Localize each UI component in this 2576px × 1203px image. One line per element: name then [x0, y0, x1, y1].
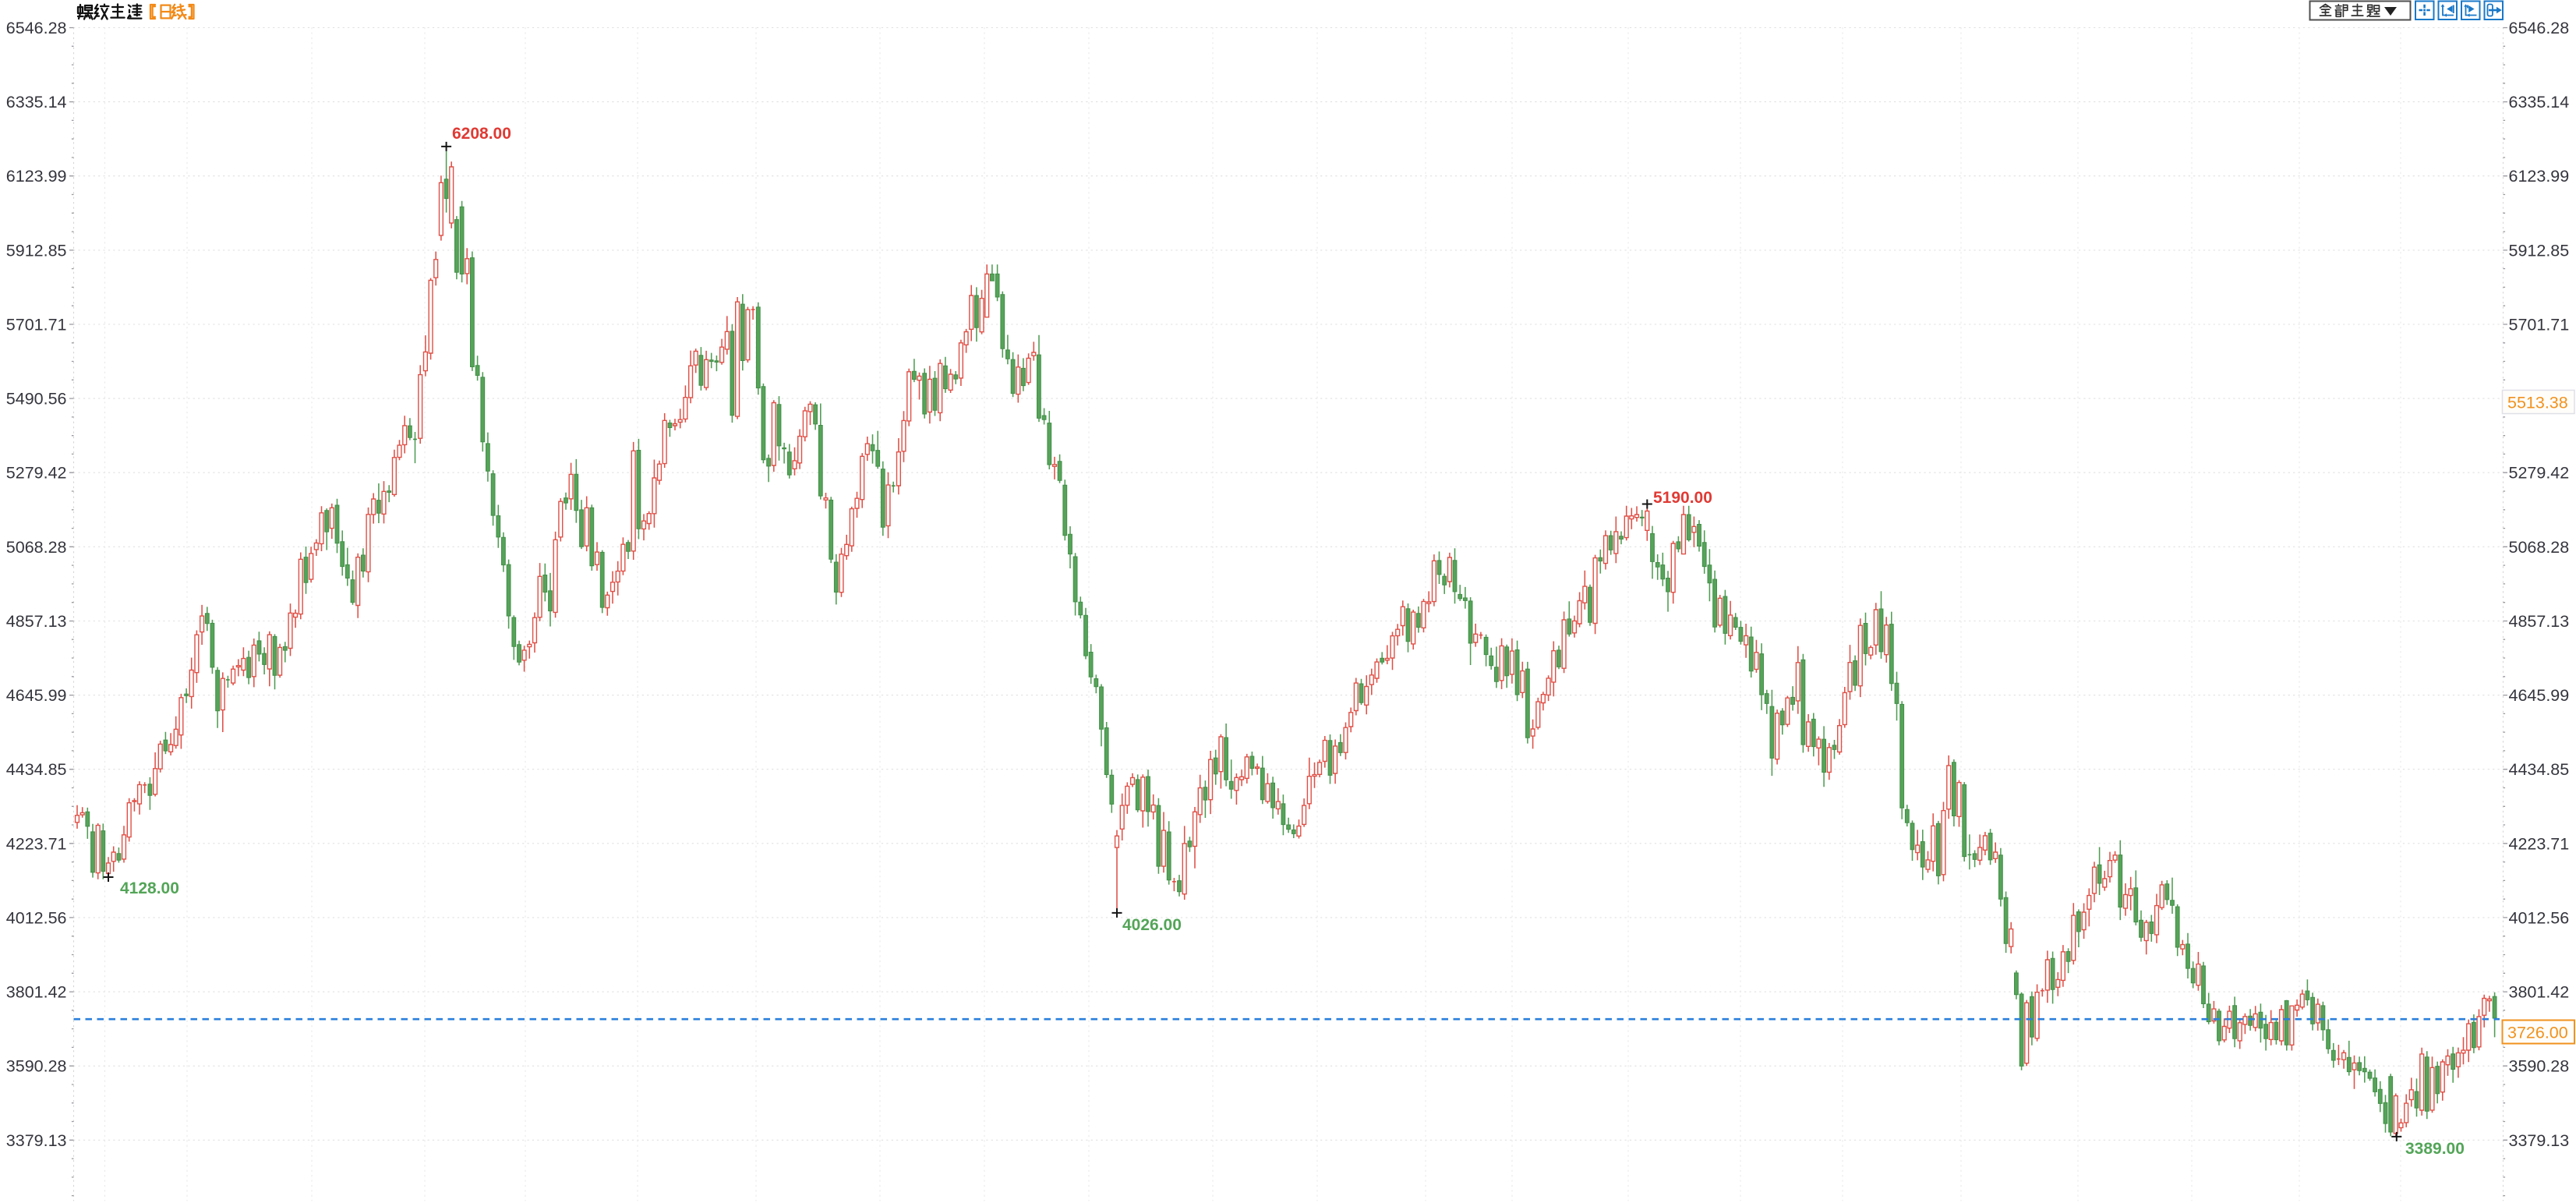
svg-text:5068.28: 5068.28	[6, 538, 67, 557]
svg-text:4223.71: 4223.71	[6, 834, 67, 853]
svg-text:6208.00: 6208.00	[452, 125, 511, 143]
svg-text:3389.00: 3389.00	[2405, 1140, 2465, 1158]
svg-text:4012.56: 4012.56	[6, 908, 67, 927]
svg-text:3590.28: 3590.28	[6, 1057, 67, 1076]
svg-text:3726.00: 3726.00	[2507, 1024, 2568, 1042]
svg-text:5513.38: 5513.38	[2507, 394, 2568, 412]
svg-text:5490.56: 5490.56	[6, 390, 67, 409]
svg-text:5190.00: 5190.00	[1653, 489, 1712, 507]
svg-text:5912.85: 5912.85	[2509, 241, 2570, 260]
svg-text:4645.99: 4645.99	[6, 686, 67, 705]
svg-text:4645.99: 4645.99	[2509, 686, 2570, 705]
svg-text:6546.28: 6546.28	[2509, 19, 2570, 37]
svg-text:6123.99: 6123.99	[2509, 167, 2570, 186]
svg-text:4128.00: 4128.00	[120, 879, 179, 897]
svg-text:6335.14: 6335.14	[2509, 93, 2570, 111]
svg-text:6546.28: 6546.28	[6, 19, 67, 37]
svg-text:5279.42: 5279.42	[6, 464, 67, 483]
svg-text:4857.13: 4857.13	[2509, 612, 2570, 631]
svg-text:4026.00: 4026.00	[1122, 916, 1182, 934]
svg-text:6123.99: 6123.99	[6, 167, 67, 186]
svg-text:4012.56: 4012.56	[2509, 908, 2570, 927]
svg-text:3379.13: 3379.13	[2509, 1131, 2570, 1150]
svg-text:3379.13: 3379.13	[6, 1131, 67, 1150]
svg-text:3801.42: 3801.42	[6, 983, 67, 1002]
svg-text:4434.85: 4434.85	[2509, 760, 2570, 779]
svg-text:3590.28: 3590.28	[2509, 1057, 2570, 1076]
svg-text:6335.14: 6335.14	[6, 93, 67, 111]
svg-text:4857.13: 4857.13	[6, 612, 67, 631]
svg-text:5701.71: 5701.71	[2509, 316, 2570, 334]
svg-text:4223.71: 4223.71	[2509, 834, 2570, 853]
svg-text:5279.42: 5279.42	[2509, 464, 2570, 483]
svg-text:5068.28: 5068.28	[2509, 538, 2570, 557]
svg-text:4434.85: 4434.85	[6, 760, 67, 779]
svg-text:3801.42: 3801.42	[2509, 983, 2570, 1002]
svg-text:5701.71: 5701.71	[6, 316, 67, 334]
svg-text:5912.85: 5912.85	[6, 241, 67, 260]
